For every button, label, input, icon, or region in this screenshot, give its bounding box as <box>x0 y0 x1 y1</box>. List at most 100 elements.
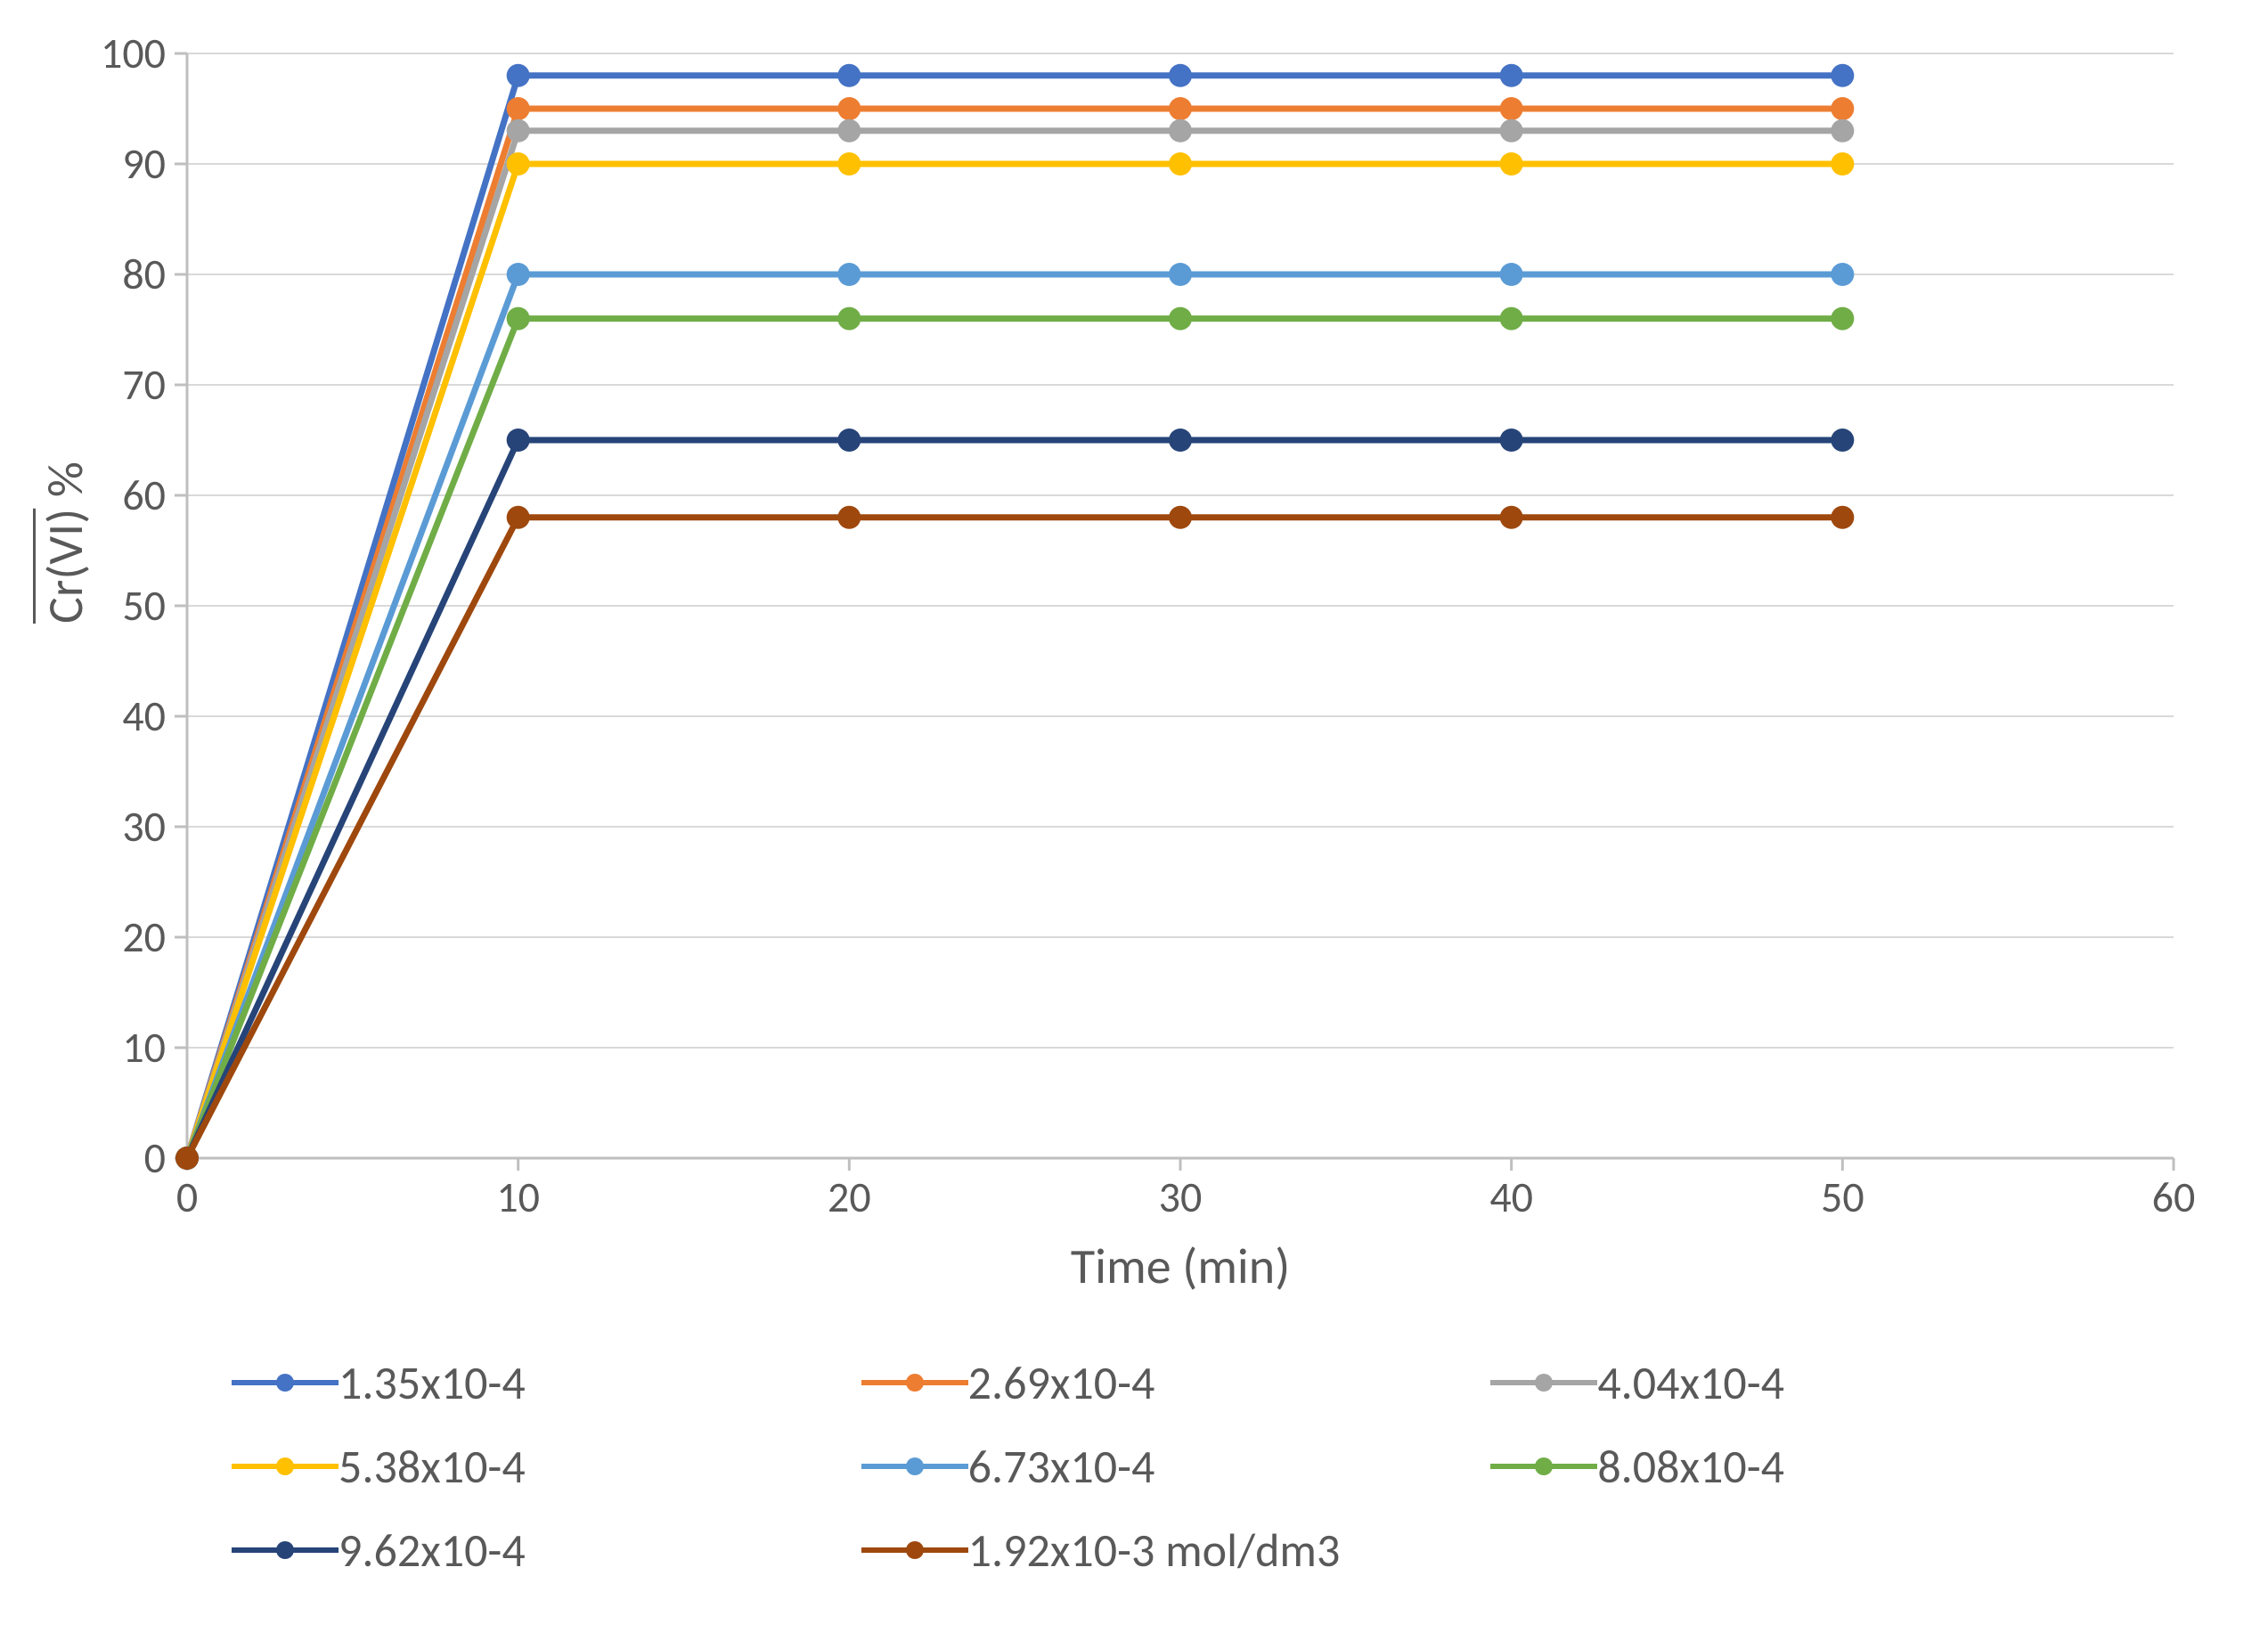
series-line <box>187 109 1842 1158</box>
series-marker <box>837 506 861 529</box>
series-marker <box>507 506 530 529</box>
legend-marker-icon <box>276 1374 294 1392</box>
y-tick-label: 90 <box>122 137 166 190</box>
y-axis-label: Cr(VI) % <box>36 461 96 624</box>
y-tick-label: 10 <box>122 1021 166 1073</box>
legend-item: 2.69x10-4 <box>861 1354 1473 1411</box>
x-tick-label: 0 <box>176 1171 198 1223</box>
series-marker <box>507 307 530 331</box>
legend-marker-icon <box>906 1541 924 1559</box>
legend-swatch <box>861 1532 968 1568</box>
series-marker <box>507 64 530 87</box>
legend-item: 1.92x10-3 mol/dm3 <box>861 1522 1473 1579</box>
y-axis-label-overline: Cr(VI) <box>36 509 96 624</box>
y-tick-label: 20 <box>122 910 166 963</box>
legend-label: 9.62x10-4 <box>339 1522 526 1579</box>
chart-svg: 0 10 20 30 40 50 60 70 80 90 100 0 10 20 30 40 50 60 Time … <box>0 0 2268 1336</box>
legend-swatch <box>1490 1365 1597 1400</box>
y-tick-label: 0 <box>144 1131 166 1184</box>
series-marker <box>507 429 530 452</box>
series-marker <box>1831 307 1854 331</box>
legend-swatch <box>232 1449 339 1484</box>
series-marker <box>1500 263 1523 286</box>
legend-label: 4.04x10-4 <box>1597 1354 1784 1411</box>
series-marker <box>837 152 861 176</box>
legend-marker-icon <box>276 1541 294 1559</box>
series-marker <box>837 429 861 452</box>
legend-item: 4.04x10-4 <box>1490 1354 2102 1411</box>
y-tick-label: 40 <box>122 690 166 742</box>
y-tick-label: 70 <box>122 358 166 411</box>
legend-item: 9.62x10-4 <box>232 1522 844 1579</box>
y-tick-label: 100 <box>101 27 166 79</box>
legend-label: 8.08x10-4 <box>1597 1438 1784 1495</box>
legend-marker-icon <box>276 1457 294 1475</box>
y-tick-label: 30 <box>122 800 166 853</box>
series-marker <box>1500 506 1523 529</box>
series-marker <box>1169 506 1192 529</box>
series-marker <box>507 119 530 143</box>
series-marker <box>1169 64 1192 87</box>
legend-label: 5.38x10-4 <box>339 1438 526 1495</box>
series-marker <box>1169 429 1192 452</box>
legend: 1.35x10-4 2.69x10-4 4.04x10-4 5.38x10-4 6.73… <box>232 1354 2102 1579</box>
legend-swatch <box>861 1449 968 1484</box>
x-tick-label: 50 <box>1821 1171 1864 1223</box>
legend-label: 6.73x10-4 <box>968 1438 1155 1495</box>
series-marker <box>507 263 530 286</box>
legend-marker-icon <box>906 1374 924 1392</box>
series-line <box>187 131 1842 1158</box>
legend-marker-icon <box>1535 1457 1553 1475</box>
chart-container: 0 10 20 30 40 50 60 70 80 90 100 0 10 20 30 40 50 60 Time … <box>0 0 2268 1649</box>
series-marker <box>507 97 530 120</box>
series-line <box>187 440 1842 1158</box>
legend-swatch <box>1490 1449 1597 1484</box>
series-marker <box>507 152 530 176</box>
series-marker <box>1831 263 1854 286</box>
x-tick-label: 60 <box>2152 1171 2196 1223</box>
legend-marker-icon <box>1535 1374 1553 1392</box>
legend-label: 2.69x10-4 <box>968 1354 1155 1411</box>
legend-marker-icon <box>906 1457 924 1475</box>
series-marker <box>1831 152 1854 176</box>
legend-item: 5.38x10-4 <box>232 1438 844 1495</box>
series-marker <box>1500 119 1523 143</box>
series-marker <box>1831 429 1854 452</box>
legend-swatch <box>232 1365 339 1400</box>
series-marker <box>1831 119 1854 143</box>
y-tick-label: 80 <box>122 248 166 300</box>
series-marker <box>1500 429 1523 452</box>
y-tick-label: 60 <box>122 469 166 521</box>
series-marker <box>1169 263 1192 286</box>
series-marker <box>837 307 861 331</box>
x-tick-label: 40 <box>1489 1171 1533 1223</box>
legend-label: 1.35x10-4 <box>339 1354 526 1411</box>
series-marker <box>837 64 861 87</box>
series-marker <box>837 97 861 120</box>
series-marker <box>1500 97 1523 120</box>
series-marker <box>1169 119 1192 143</box>
series-marker <box>837 263 861 286</box>
series-marker <box>1831 64 1854 87</box>
series-marker <box>1500 152 1523 176</box>
series-marker <box>1500 64 1523 87</box>
y-axis-label-suffix: % <box>36 461 96 509</box>
series-marker <box>1831 506 1854 529</box>
legend-swatch <box>232 1532 339 1568</box>
series-line <box>187 164 1842 1158</box>
legend-item: 8.08x10-4 <box>1490 1438 2102 1495</box>
y-tick-label: 50 <box>122 579 166 632</box>
x-axis-label: Time (min) <box>1071 1237 1290 1297</box>
legend-label: 1.92x10-3 mol/dm3 <box>968 1522 1341 1579</box>
x-tick-label: 20 <box>828 1171 871 1223</box>
x-tick-label: 30 <box>1159 1171 1203 1223</box>
series-marker <box>1169 97 1192 120</box>
series-marker <box>1500 307 1523 331</box>
series-marker <box>1169 307 1192 331</box>
legend-item: 1.35x10-4 <box>232 1354 844 1411</box>
series-marker <box>175 1147 199 1170</box>
legend-swatch <box>861 1365 968 1400</box>
x-tick-label: 10 <box>496 1171 540 1223</box>
series-marker <box>837 119 861 143</box>
legend-item: 6.73x10-4 <box>861 1438 1473 1495</box>
